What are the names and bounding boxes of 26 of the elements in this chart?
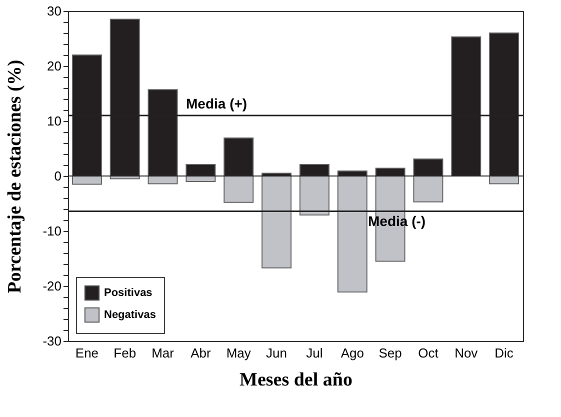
legend-label: Positivas	[104, 287, 152, 299]
x-tick-label: Dic	[494, 346, 514, 360]
y-tick-label: -30	[42, 334, 62, 348]
y-tick-label: 10	[47, 114, 62, 128]
x-tick-label: Ago	[340, 346, 364, 360]
y-tick-label: 0	[54, 168, 62, 184]
ref-line-label: Media (+)	[186, 96, 248, 112]
y-tick-label: 20	[47, 58, 62, 74]
x-tick-label: Ene	[75, 346, 99, 360]
x-axis-title: Meses del año	[240, 370, 352, 390]
x-tick-label: Mar	[152, 346, 175, 360]
y-axis-title: Porcentaje de estaciones (%)	[4, 60, 26, 294]
ref-line-label: Media (-)	[368, 213, 426, 230]
y-tick-label: -10	[42, 224, 62, 238]
x-tick-label: May	[226, 346, 252, 360]
y-tick-label: 30	[47, 4, 62, 18]
x-tick-label: Sep	[378, 346, 402, 360]
x-tick-label: Nov	[454, 346, 478, 360]
x-tick-label: Jul	[306, 346, 323, 360]
x-tick-label: Feb	[114, 346, 136, 360]
x-tick-label: Abr	[190, 346, 212, 360]
legend-label: Negativas	[104, 309, 156, 321]
bar	[262, 176, 292, 268]
y-tick-label: -20	[42, 278, 62, 294]
x-tick-label: Oct	[418, 346, 439, 360]
x-tick-label: Jun	[266, 346, 288, 360]
